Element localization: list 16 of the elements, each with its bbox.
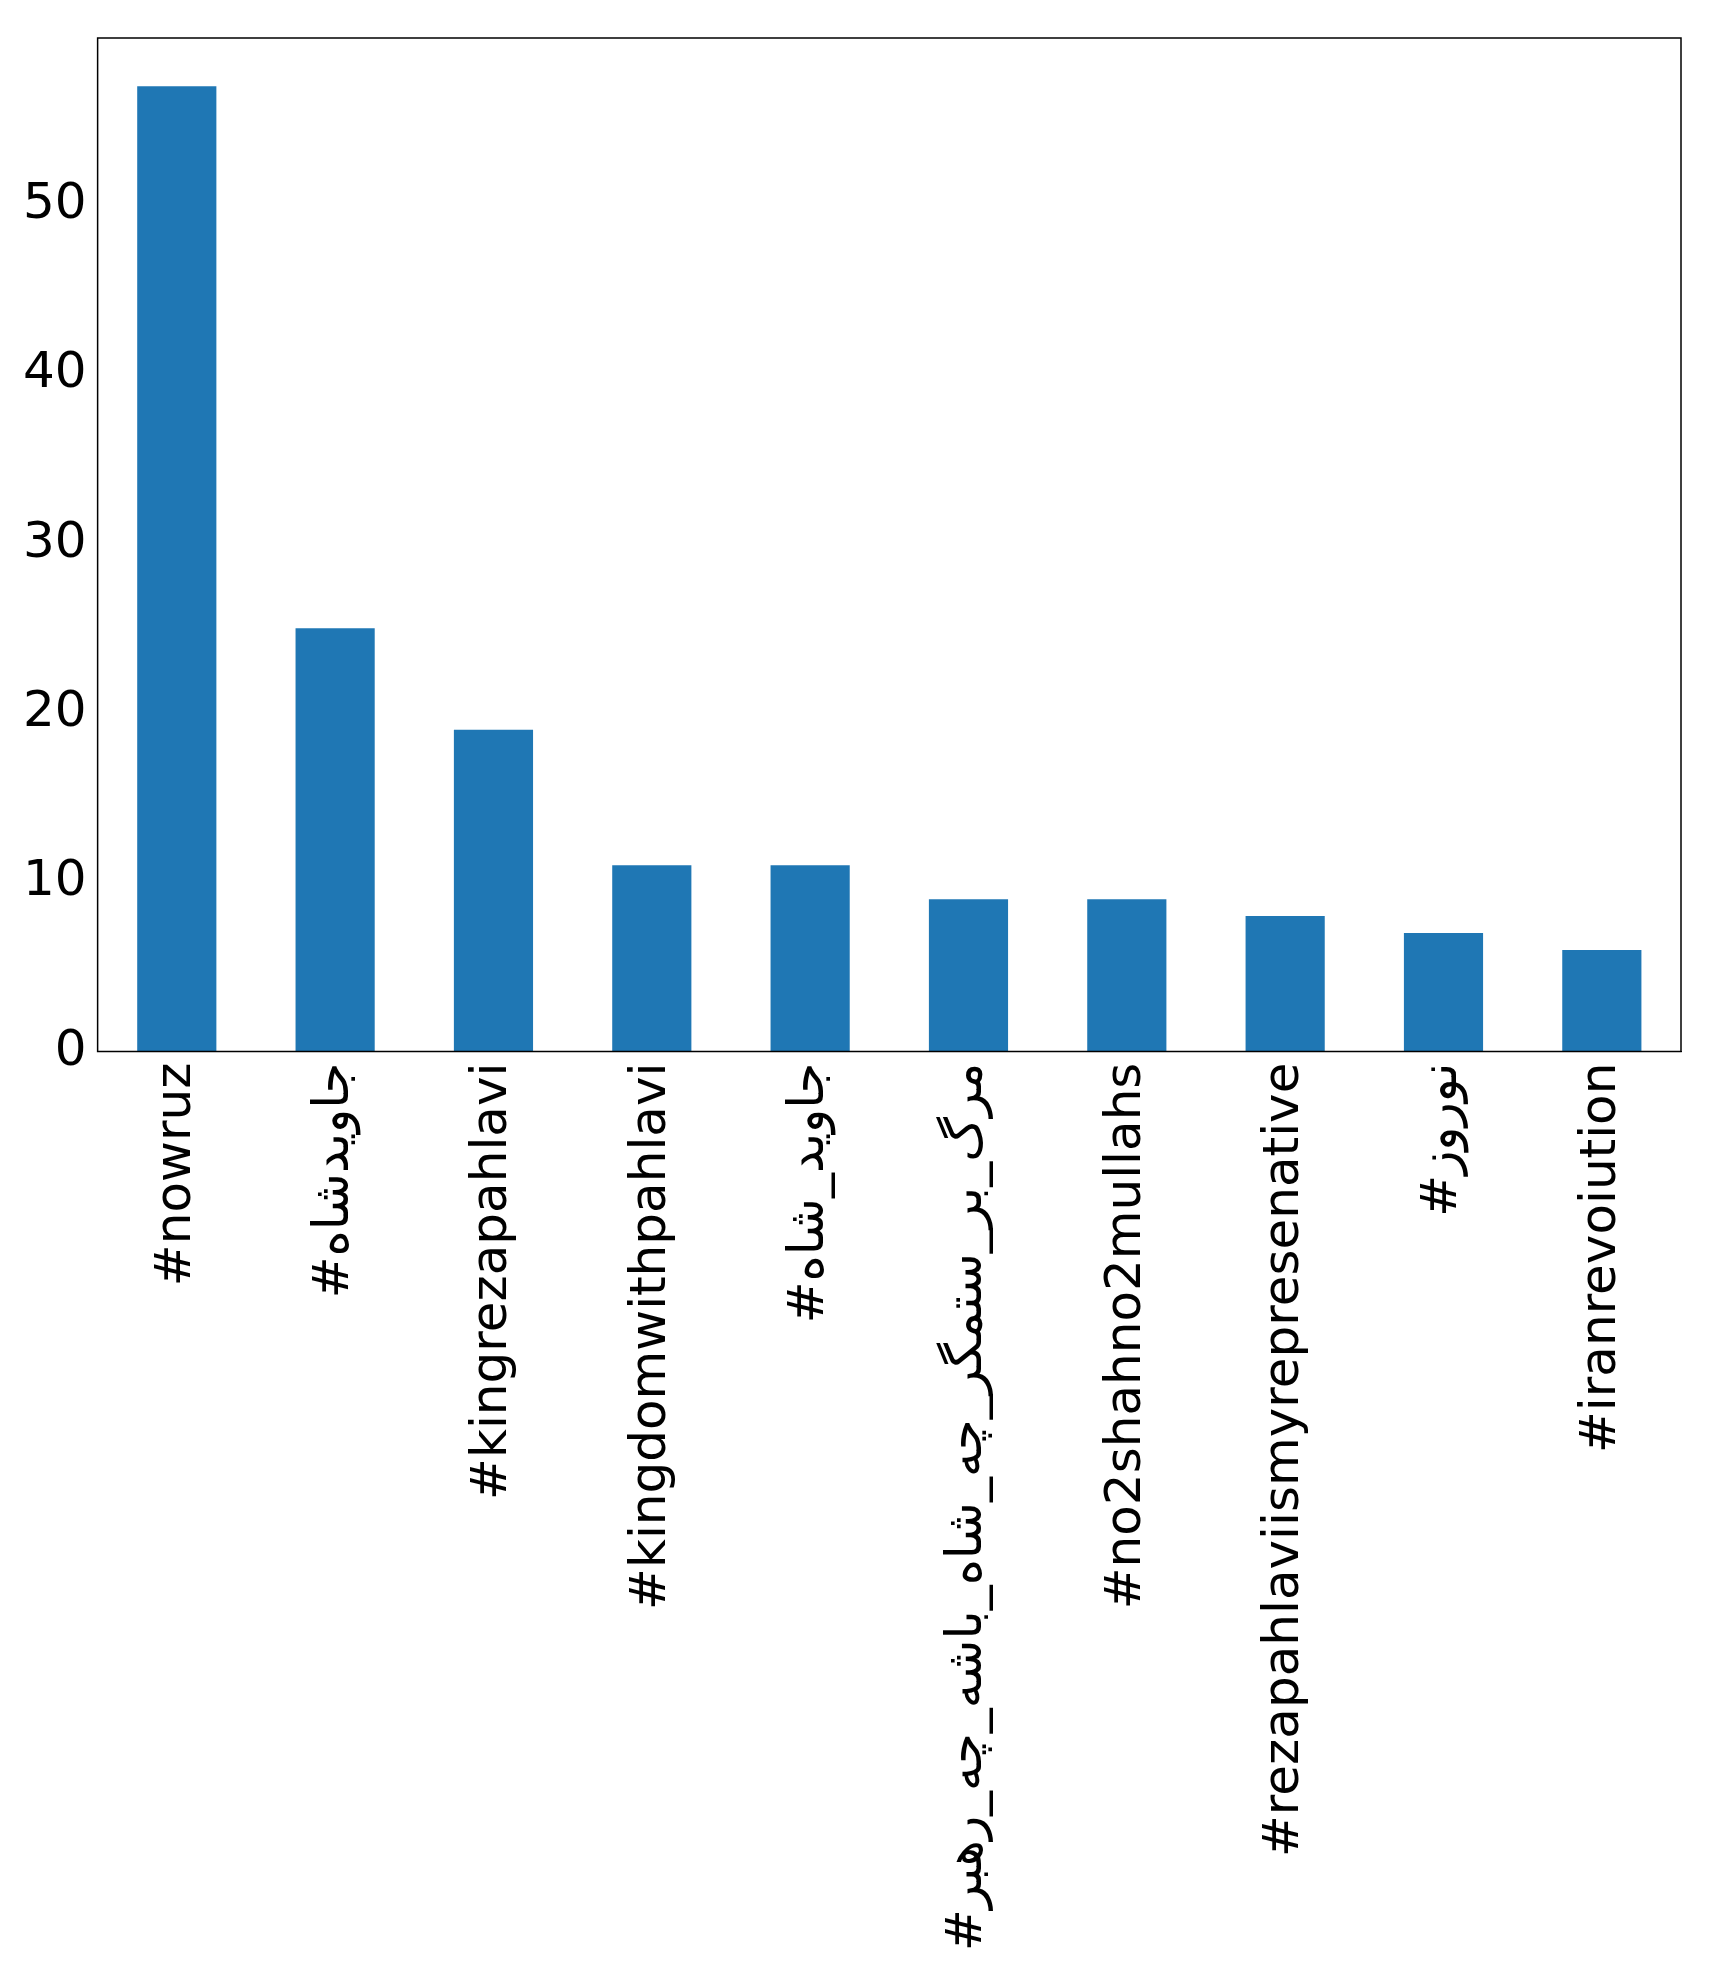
x-tick-label: #nowruz (143, 1062, 202, 1287)
y-tick-label: 40 (23, 341, 87, 400)
y-tick-label: 30 (23, 510, 87, 569)
x-tick-label: #نوروز (1410, 1062, 1470, 1217)
y-tick-label: 10 (23, 849, 87, 908)
x-tick-label: #kingdomwithpahlavi (618, 1062, 677, 1610)
y-tick-label: 0 (54, 1018, 87, 1077)
y-tick-label: 20 (23, 679, 87, 738)
y-tick-label: 50 (23, 171, 87, 230)
x-tick-label: #جاویدشاه (302, 1062, 362, 1299)
x-tick-label: #iranrevoiution (1568, 1062, 1627, 1454)
x-tick-label: #kingrezapahlavi (460, 1062, 519, 1500)
x-tick-label: #no2shahno2mullahs (1093, 1062, 1152, 1610)
x-tick-label: #rezapahlaviismyrepresenative (1252, 1062, 1311, 1858)
x-tick-label: #جاوید_شاه (777, 1062, 837, 1324)
x-tick-label: #مرگ_بر_ستمگر_چه_شاه_باشه_چه_رهبر (935, 1062, 994, 1952)
